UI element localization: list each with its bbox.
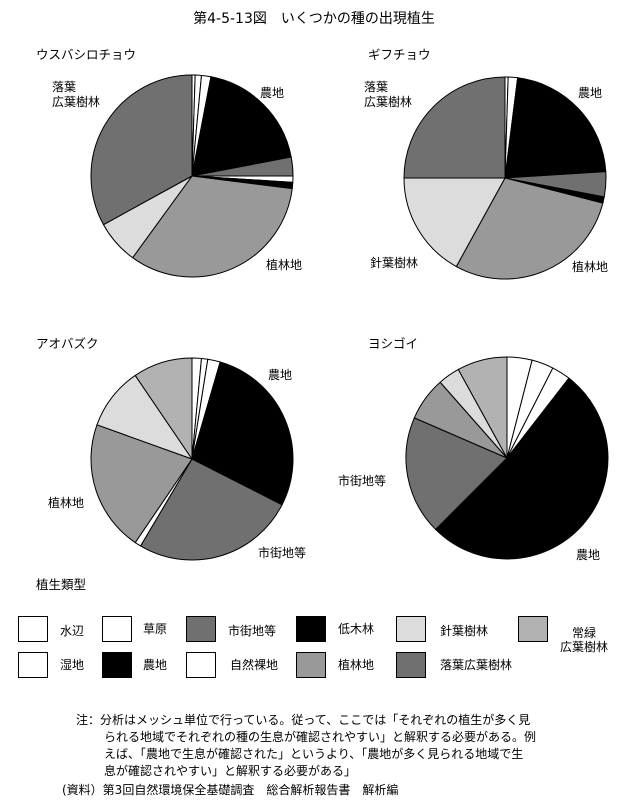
pie-slice-常緑広葉樹林 (457, 356, 508, 459)
slice-label: 市街地等 (338, 474, 387, 488)
slice-label: 植林地 (48, 496, 85, 510)
slice-label: 農地 (578, 86, 603, 100)
pie-slice-植林地 (90, 424, 193, 544)
pie-title-usubashirochou: ウスバシロチョウ (36, 47, 137, 62)
pie-slice-農地 (434, 377, 609, 560)
legend-swatch (18, 616, 48, 642)
legend-label: 落葉広葉樹林 (440, 658, 513, 672)
pie-slice-常緑広葉樹林 (134, 357, 193, 461)
pie-slice-市街地等 (405, 417, 508, 531)
slice-label: 植林地 (266, 258, 303, 272)
legend-swatch (296, 652, 326, 678)
legend-swatch (18, 652, 48, 678)
slice-label: 落葉 広葉樹林 (52, 80, 101, 109)
pie-usubashirochou (90, 74, 294, 278)
pie-title-yoshigoi: ヨシゴイ (368, 336, 419, 351)
legend-swatch (396, 616, 426, 642)
legend-swatch (186, 652, 216, 678)
pie-slice-農地 (504, 77, 607, 179)
legend-label: 農地 (143, 658, 168, 672)
pie-slice-市街地等 (139, 458, 283, 561)
pie-slice-落葉広葉樹林 (90, 74, 193, 226)
legend-swatch (296, 616, 326, 642)
note-line-4: 息が確認されやすい」と解釈する必要がある」 (104, 764, 357, 778)
legend-label: 常緑 広葉樹林 (560, 626, 609, 654)
slice-label: 農地 (260, 86, 285, 100)
legend-label: 低木林 (338, 622, 375, 636)
note-line-1: 注：分析はメッシュ単位で行っている。従って、ここでは「それぞれの植生が多く見 (76, 713, 531, 727)
pie-aobazuku (90, 357, 294, 561)
pie-yoshigoi (405, 356, 609, 560)
slice-label: 針葉樹林 (370, 256, 419, 270)
legend-swatch (102, 652, 132, 678)
legend-swatch (396, 652, 426, 678)
pie-slice-針葉樹林 (403, 177, 506, 268)
legend-label: 水辺 (60, 624, 85, 638)
legend-label: 市街地等 (228, 624, 277, 638)
legend-swatch (186, 616, 216, 642)
slice-label: 農地 (268, 368, 293, 382)
pie-title-aobazuku: アオバズク (36, 336, 99, 351)
note-line-3: えば、「農地で生息が確認された」というより、「農地が多く見られる地域で生 (104, 747, 524, 761)
legend-label: 植林地 (338, 658, 375, 672)
figure-title: 第4-5-13図 いくつかの種の出現植生 (193, 11, 435, 27)
pie-slice-植林地 (455, 177, 604, 280)
legend-label: 自然裸地 (230, 658, 279, 672)
legend-swatch (518, 616, 548, 642)
pie-gifuchou (403, 76, 607, 280)
legend-label: 草原 (143, 622, 168, 636)
legend-swatch (102, 616, 132, 642)
slice-label: 落葉 広葉樹林 (364, 80, 413, 109)
slice-label: 植林地 (572, 260, 609, 274)
note-line-2: られる地域でそれぞれの種の生息が確認されやすい」と解釈する必要がある。例 (104, 730, 537, 744)
pie-slice-植林地 (131, 175, 293, 278)
pie-slice-農地 (191, 361, 294, 506)
pie-title-gifuchou: ギフチョウ (368, 47, 431, 62)
legend-label: 湿地 (60, 658, 85, 672)
pie-slice-落葉広葉樹林 (403, 76, 506, 179)
slice-label: 市街地等 (258, 546, 307, 560)
legend-title: 植生類型 (36, 577, 87, 592)
pie-slice-農地 (191, 76, 292, 177)
source-note: (資料）第3回自然環境保全基礎調査 総合解析報告書 解析編 (62, 783, 399, 797)
slice-label: 農地 (576, 548, 601, 562)
legend-label: 針葉樹林 (440, 624, 489, 638)
